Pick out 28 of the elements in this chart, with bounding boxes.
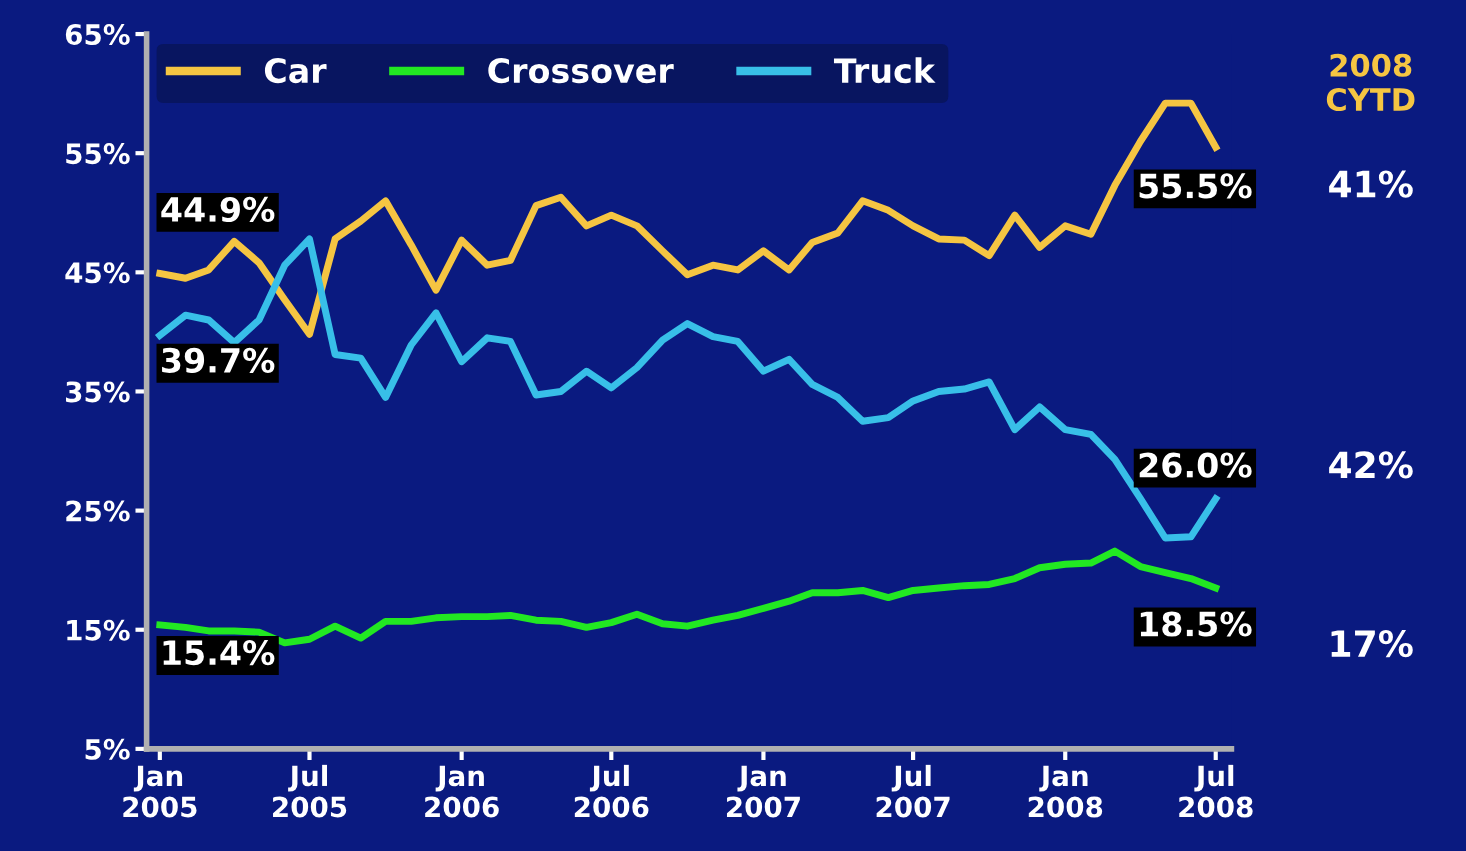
data-label: 18.5%: [1140, 611, 1252, 637]
legend-label: Car: [264, 57, 327, 84]
data-label: 39.7%: [162, 347, 275, 373]
x-tick-label: Jul 2006: [574, 764, 649, 818]
text: 42%: [1329, 451, 1413, 479]
x-tick-label: Jan 2006: [425, 765, 499, 818]
y-tick-label: 65%: [65, 23, 130, 45]
x-tick-label: Jan 2005: [123, 765, 197, 818]
x-tick-label: Jul 2005: [273, 764, 347, 818]
x-tick-label: Jan 2007: [726, 765, 800, 818]
legend-label: Crossover: [488, 57, 674, 84]
x-tick-label: Jul 2008: [1179, 764, 1253, 818]
x-tick-label: Jul 2007: [876, 764, 950, 818]
data-label: 26.0%: [1139, 452, 1252, 478]
legend-label: Truck: [833, 57, 936, 84]
y-tick-label: 55%: [66, 143, 130, 165]
y-tick-label: 35%: [66, 381, 130, 403]
data-label: 15.4%: [163, 639, 275, 666]
y-tick-label: 15%: [67, 619, 130, 641]
y-tick-label: 25%: [66, 500, 130, 522]
data-label: 44.9%: [161, 196, 275, 223]
y-tick-label: 5%: [85, 738, 130, 760]
text: 17%: [1331, 629, 1413, 658]
data-label: 55.5%: [1139, 173, 1252, 199]
text: 41%: [1329, 170, 1413, 198]
text: 2008 CYTD: [1326, 53, 1415, 112]
y-tick-label: 45%: [65, 262, 130, 284]
x-tick-label: Jan 2008: [1028, 765, 1103, 818]
